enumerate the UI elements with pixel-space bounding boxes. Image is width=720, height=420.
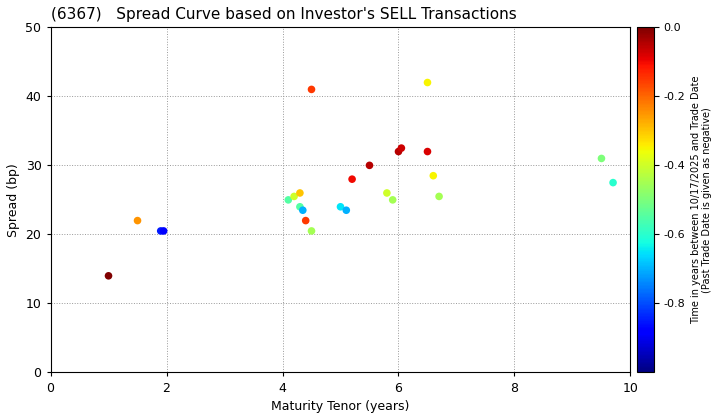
X-axis label: Maturity Tenor (years): Maturity Tenor (years) (271, 400, 410, 413)
Point (300, 217, 312, 224)
Point (294, 189, 306, 196)
Point (132, 217, 143, 224)
Y-axis label: Spread (bp): Spread (bp) (7, 163, 20, 237)
Point (422, 79, 433, 86)
Point (364, 162, 375, 169)
Point (387, 197, 398, 203)
Point (158, 228, 169, 234)
Point (335, 203, 346, 210)
Point (395, 145, 407, 152)
Text: (6367)   Spread Curve based on Investor's SELL Transactions: (6367) Spread Curve based on Investor's … (50, 7, 516, 22)
Point (392, 148, 404, 155)
Point (288, 193, 300, 200)
Y-axis label: Time in years between 10/17/2025 and Trade Date
(Past Trade Date is given as neg: Time in years between 10/17/2025 and Tra… (690, 76, 712, 324)
Point (297, 207, 309, 214)
Point (422, 148, 433, 155)
Point (155, 228, 166, 234)
Point (607, 179, 618, 186)
Point (381, 189, 392, 196)
Point (428, 172, 439, 179)
Point (103, 273, 114, 279)
Point (341, 207, 352, 214)
Point (595, 155, 607, 162)
Point (306, 228, 318, 234)
Point (306, 86, 318, 93)
Point (433, 193, 445, 200)
Point (346, 176, 358, 183)
Point (294, 203, 306, 210)
Point (282, 197, 294, 203)
